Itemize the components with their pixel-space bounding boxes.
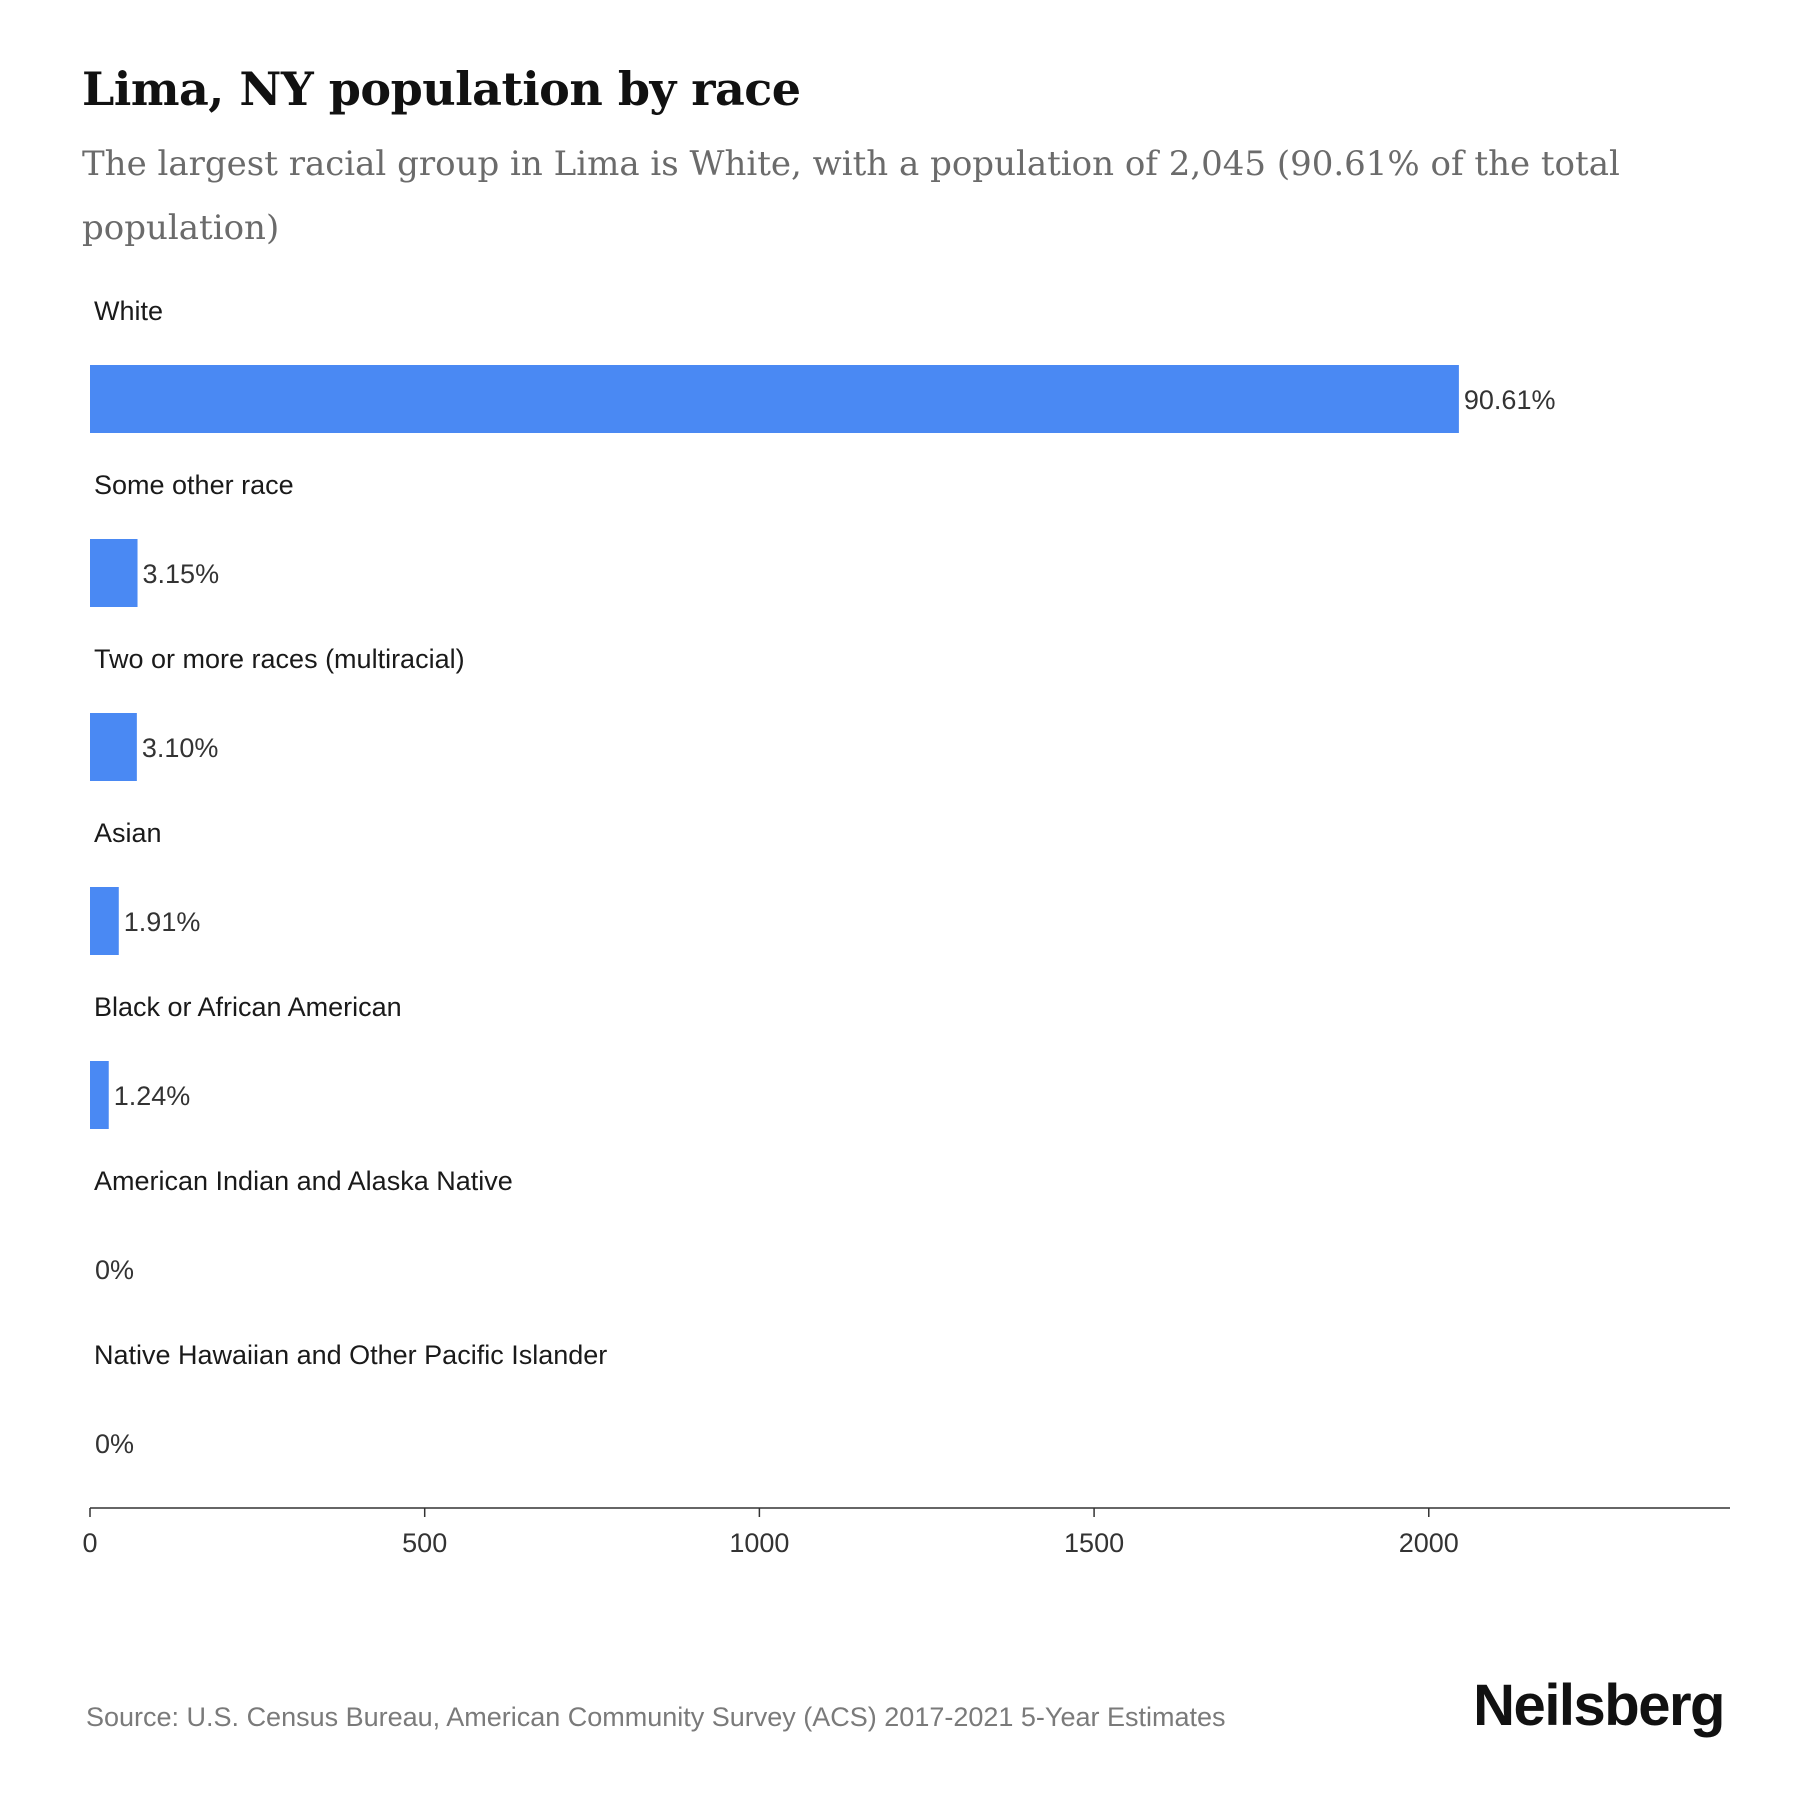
brand-logo: Neilsberg — [1473, 1673, 1725, 1738]
x-tick-label: 2000 — [1399, 1528, 1459, 1558]
bar — [90, 713, 137, 781]
value-label: 1.91% — [124, 907, 201, 937]
x-tick-label: 1000 — [729, 1528, 789, 1558]
category-label: Asian — [94, 818, 162, 848]
bar — [90, 887, 119, 955]
value-label: 1.24% — [114, 1081, 191, 1111]
value-label: 3.10% — [142, 733, 219, 763]
category-label: Native Hawaiian and Other Pacific Island… — [94, 1340, 607, 1370]
category-label: Two or more races (multiracial) — [94, 644, 465, 674]
x-tick-label: 500 — [402, 1528, 447, 1558]
category-label: White — [94, 296, 163, 326]
category-label: American Indian and Alaska Native — [94, 1166, 513, 1196]
bar — [90, 365, 1459, 433]
value-label: 90.61% — [1464, 385, 1556, 415]
bar — [90, 1061, 109, 1129]
x-tick-label: 0 — [82, 1528, 97, 1558]
category-label: Black or African American — [94, 992, 402, 1022]
chart-title: Lima, NY population by race — [82, 62, 801, 116]
value-label: 0% — [95, 1255, 134, 1285]
value-label: 3.15% — [143, 559, 220, 589]
bar-chart: White 90.61% Some other race 3.15% Two or mo… — [82, 296, 1730, 1558]
value-label: 0% — [95, 1429, 134, 1459]
bar — [90, 539, 138, 607]
x-tick-label: 1500 — [1064, 1528, 1124, 1558]
chart-subtitle: The largest racial group in Lima is Whit… — [82, 144, 1620, 248]
category-label: Some other race — [94, 470, 294, 500]
source-note: Source: U.S. Census Bureau, American Com… — [86, 1702, 1226, 1732]
